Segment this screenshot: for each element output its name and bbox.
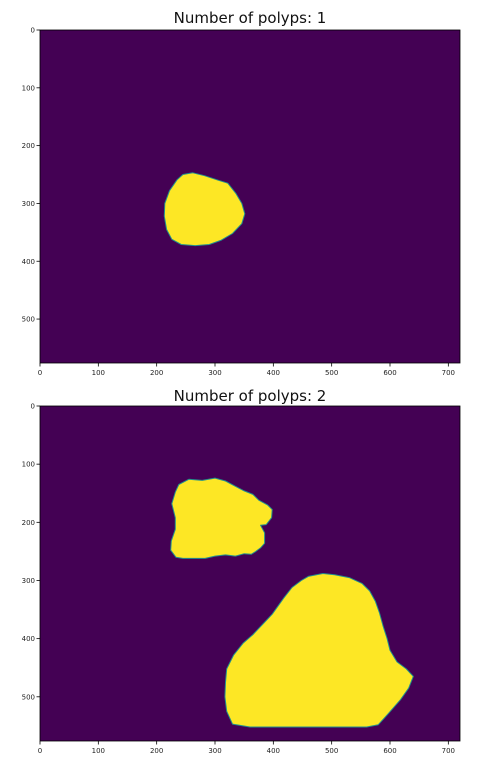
chart-panel-1: Number of polyps: 1 0 100 200 300 400 500 600 7… bbox=[0, 0, 493, 381]
x-tick-label: 200 bbox=[150, 369, 163, 377]
y-tick-label: 100 bbox=[22, 84, 35, 92]
x-tick-label: 300 bbox=[208, 369, 221, 377]
y-tick-label: 100 bbox=[22, 461, 35, 469]
polyp-region bbox=[170, 477, 273, 559]
y-tick-label: 500 bbox=[22, 693, 35, 701]
y-tick-label: 300 bbox=[22, 577, 35, 585]
x-tick-label: 300 bbox=[208, 747, 221, 755]
y-tick-label: 0 bbox=[31, 27, 35, 35]
heatmap-background bbox=[40, 30, 460, 363]
axes-frame bbox=[39, 29, 461, 364]
polyp-region bbox=[163, 172, 246, 247]
x-tick-label: 100 bbox=[92, 369, 105, 377]
x-tick-label: 600 bbox=[383, 369, 396, 377]
chart-title: Number of polyps: 2 bbox=[173, 387, 327, 405]
y-tick-label: 500 bbox=[22, 316, 35, 324]
x-tick-label: 700 bbox=[442, 747, 455, 755]
x-tick-label: 600 bbox=[383, 747, 396, 755]
x-tick-label: 500 bbox=[325, 369, 338, 377]
y-tick-label: 300 bbox=[22, 200, 35, 208]
axes-frame bbox=[39, 405, 461, 742]
x-tick-label: 400 bbox=[267, 369, 280, 377]
y-tick-label: 0 bbox=[31, 403, 35, 411]
x-tick-label: 700 bbox=[442, 369, 455, 377]
x-tick-label: 500 bbox=[325, 747, 338, 755]
x-tick-label: 100 bbox=[92, 747, 105, 755]
x-tick-label: 200 bbox=[150, 747, 163, 755]
y-tick-label: 400 bbox=[22, 635, 35, 643]
polyp-region bbox=[224, 573, 414, 728]
y-tick-label: 200 bbox=[22, 519, 35, 527]
y-tick-label: 400 bbox=[22, 258, 35, 266]
x-tick-label: 400 bbox=[267, 747, 280, 755]
x-tick-label: 0 bbox=[38, 747, 42, 755]
heatmap-plot-1: 0 100 200 300 400 500 600 700 0 100 200 300 400 500 bbox=[22, 27, 461, 377]
chart-title: Number of polyps: 1 bbox=[173, 9, 327, 27]
heatmap-plot-2: 0 100 200 300 400 500 600 700 0 100 200 300 400 500 bbox=[22, 403, 461, 755]
chart-panel-2: Number of polyps: 2 0 100 200 300 400 500 600 7… bbox=[0, 381, 493, 763]
y-tick-label: 200 bbox=[22, 142, 35, 150]
x-tick-label: 0 bbox=[38, 369, 42, 377]
